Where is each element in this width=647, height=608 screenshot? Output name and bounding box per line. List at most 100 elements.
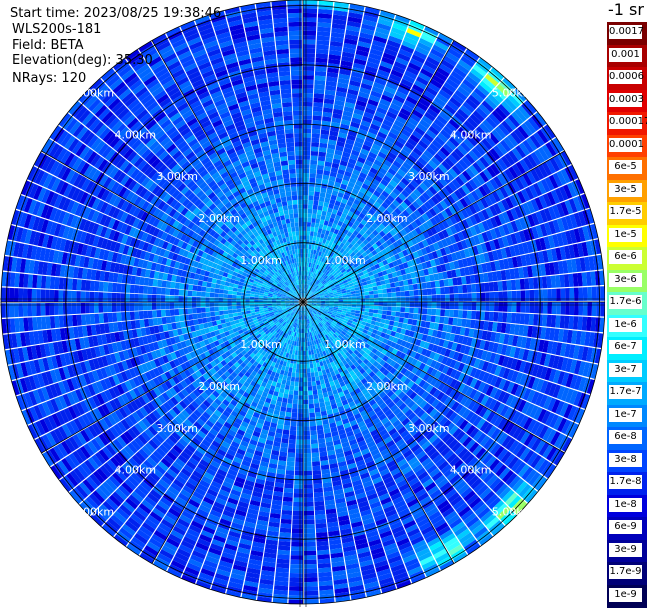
beta-cell [441, 295, 446, 302]
beta-cell [304, 466, 312, 471]
beta-cell [521, 290, 526, 301]
beta-cell [306, 240, 309, 245]
beta-cell [387, 293, 392, 298]
beta-cell [405, 302, 410, 307]
beta-cell [295, 466, 303, 471]
beta-cell [386, 288, 391, 293]
beta-cell [295, 377, 299, 382]
beta-cell [304, 471, 312, 476]
beta-cell [308, 200, 313, 205]
beta-cell [530, 290, 535, 301]
beta-cell [315, 223, 319, 228]
beta-cell [289, 586, 303, 591]
beta-cell [471, 311, 476, 320]
beta-cell [309, 355, 312, 360]
beta-cell [303, 84, 313, 89]
beta-cell [283, 375, 288, 380]
beta-cell [387, 311, 392, 316]
beta-cell [319, 398, 325, 403]
beta-cell [524, 278, 529, 289]
beta-cell [376, 318, 381, 323]
beta-cell [290, 359, 294, 364]
beta-cell [286, 470, 295, 475]
beta-cell [283, 492, 293, 497]
beta-cell [303, 4, 317, 9]
beta-cell [383, 302, 388, 306]
beta-cell [291, 377, 295, 382]
beta-cell [485, 302, 490, 311]
beta-cell [360, 292, 365, 295]
beta-cell [310, 173, 316, 178]
beta-cell [543, 302, 548, 314]
beta-cell [303, 89, 313, 94]
beta-cell [313, 394, 318, 399]
beta-cell [390, 316, 395, 321]
beta-cell [314, 367, 318, 372]
beta-cell [315, 505, 325, 510]
beta-cell [380, 319, 385, 324]
beta-cell [318, 371, 322, 376]
beta-cell [282, 501, 292, 506]
beta-cell [296, 435, 303, 440]
beta-cell [413, 314, 418, 320]
beta-cell [290, 426, 296, 431]
beta-cell [296, 449, 303, 454]
beta-cell [561, 302, 566, 315]
beta-cell [303, 66, 314, 71]
beta-cell [293, 399, 298, 404]
beta-cell [378, 294, 383, 298]
beta-cell [299, 391, 303, 396]
beta-cell [304, 457, 312, 462]
beta-cell [303, 200, 308, 205]
beta-cell [427, 295, 432, 301]
beta-cell [311, 435, 318, 440]
beta-cell [286, 380, 291, 385]
beta-cell [520, 313, 525, 324]
beta-cell [303, 80, 314, 85]
beta-cell [296, 364, 299, 369]
beta-cell [303, 53, 315, 58]
beta-cell [304, 533, 315, 538]
beta-cell [391, 311, 396, 316]
beta-cell [315, 62, 327, 67]
beta-cell [288, 448, 295, 453]
beta-cell [309, 187, 315, 192]
beta-cell [364, 288, 369, 292]
beta-cell [303, 217, 307, 222]
beta-cell [436, 295, 441, 302]
beta-cell [310, 363, 314, 368]
beta-cell [490, 302, 495, 311]
beta-cell [313, 111, 322, 116]
beta-cell [529, 314, 534, 325]
beta-cell [316, 53, 328, 58]
beta-cell [288, 372, 292, 377]
beta-cell [308, 253, 311, 258]
beta-cell [287, 399, 292, 404]
beta-cell [311, 147, 319, 152]
beta-cell [458, 302, 463, 310]
beta-cell [351, 294, 356, 297]
beta-cell [292, 404, 297, 409]
beta-cell [304, 444, 311, 449]
beta-cell [303, 378, 307, 383]
beta-cell [283, 497, 293, 502]
beta-cell [289, 591, 303, 596]
beta-cell [400, 291, 405, 296]
beta-cell [294, 484, 303, 489]
beta-cell [294, 493, 303, 498]
beta-cell [284, 483, 293, 488]
beta-cell [303, 391, 308, 396]
beta-cell [476, 302, 481, 311]
beta-cell [453, 310, 458, 318]
beta-cell [296, 368, 300, 373]
beta-cell [304, 506, 314, 511]
beta-cell [502, 281, 507, 291]
beta-cell [315, 71, 326, 76]
beta-cell [356, 293, 361, 296]
beta-cell [295, 457, 303, 462]
beta-cell [422, 283, 427, 289]
beta-cell [312, 452, 320, 457]
beta-cell [578, 302, 583, 315]
beta-cell [360, 308, 365, 311]
beta-cell [503, 291, 508, 301]
